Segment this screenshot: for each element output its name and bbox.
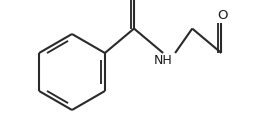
Text: O: O <box>217 9 228 22</box>
Text: NH: NH <box>154 54 172 67</box>
